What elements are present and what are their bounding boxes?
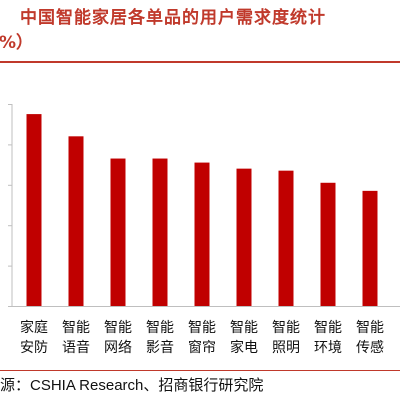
category-label-6-0: 智能 xyxy=(272,320,300,336)
chart-title: 中国智能家居各单品的用户需求度统计 xyxy=(20,8,326,28)
bar-8 xyxy=(362,190,378,306)
category-label-4-0: 智能 xyxy=(188,320,216,336)
bar-7 xyxy=(320,182,336,306)
category-label-7-0: 智能 xyxy=(314,320,342,336)
category-label-3-1: 影音 xyxy=(146,339,174,356)
category-labels-layer: 家庭安防智能语音智能网络智能影音智能窗帘智能家电智能照明智能环境智能传感智控 xyxy=(20,319,384,356)
axis-layer xyxy=(8,104,400,307)
category-label-0-1: 安防 xyxy=(20,340,48,356)
bar-0 xyxy=(26,114,42,306)
category-label-4-1: 窗帘 xyxy=(188,339,216,356)
bar-2 xyxy=(110,158,126,306)
footer-divider xyxy=(0,370,400,371)
category-label-1-0: 智能 xyxy=(62,320,90,336)
bar-6 xyxy=(278,170,294,306)
chart-title-unit: %） xyxy=(0,33,34,53)
category-label-3-0: 智能 xyxy=(146,320,174,336)
category-label-7-1: 环境 xyxy=(314,340,342,356)
category-label-6-1: 照明 xyxy=(272,340,300,356)
category-label-8-1: 传感 xyxy=(356,339,384,356)
category-label-2-1: 网络 xyxy=(104,340,132,356)
category-label-5-1: 家电 xyxy=(230,339,258,356)
category-label-0-0: 家庭 xyxy=(20,319,48,336)
bars-layer xyxy=(26,114,378,306)
category-label-5-0: 智能 xyxy=(230,320,258,336)
bar-4 xyxy=(194,162,210,306)
category-label-1-1: 语音 xyxy=(62,339,90,356)
category-label-8-0: 智能 xyxy=(356,320,384,336)
bar-5 xyxy=(236,168,252,306)
source-note: 源：CSHIA Research、招商银行研究院 xyxy=(0,377,264,394)
title-divider xyxy=(0,61,400,63)
bar-1 xyxy=(68,136,84,306)
category-label-2-0: 智能 xyxy=(104,320,132,336)
bar-3 xyxy=(152,158,168,306)
